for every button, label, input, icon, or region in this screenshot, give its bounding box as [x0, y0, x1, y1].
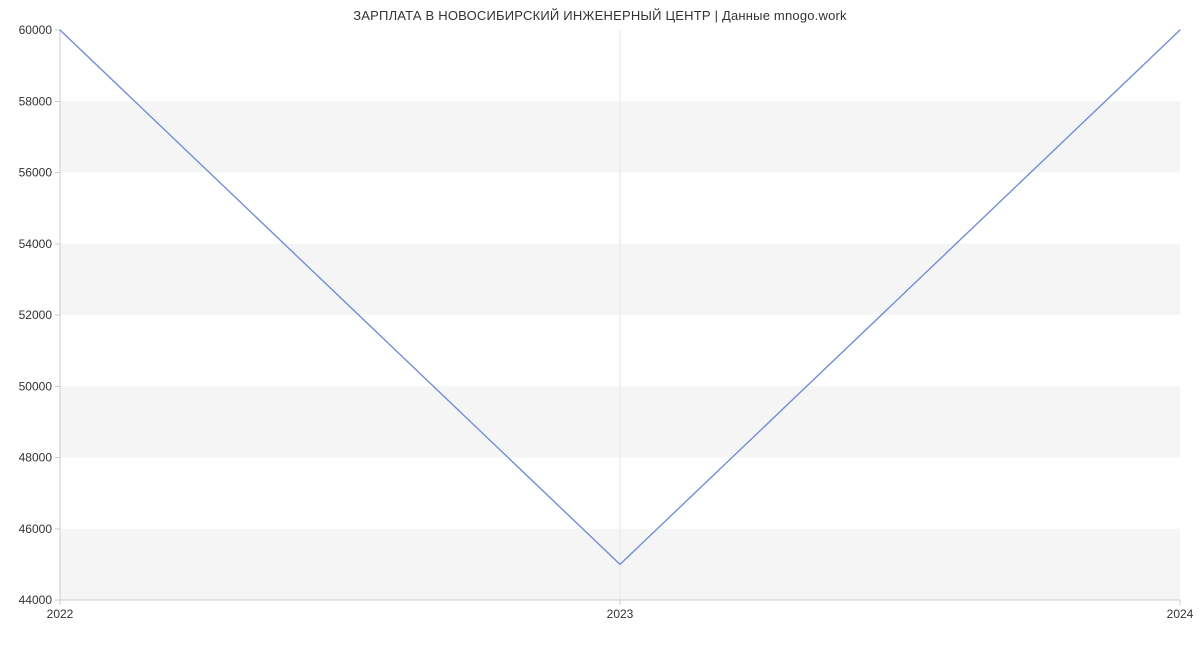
x-tick-label: 2023	[607, 607, 634, 621]
y-tick-label: 60000	[19, 23, 53, 37]
y-tick-label: 56000	[19, 166, 53, 180]
y-tick-label: 52000	[19, 308, 53, 322]
y-tick-label: 44000	[19, 593, 53, 607]
y-tick-label: 54000	[19, 237, 53, 251]
x-tick-label: 2022	[47, 607, 74, 621]
y-tick-label: 46000	[19, 522, 53, 536]
salary-line-chart: ЗАРПЛАТА В НОВОСИБИРСКИЙ ИНЖЕНЕРНЫЙ ЦЕНТ…	[0, 0, 1200, 650]
y-tick-label: 48000	[19, 451, 53, 465]
x-tick-label: 2024	[1167, 607, 1194, 621]
y-tick-label: 50000	[19, 379, 53, 393]
chart-svg: 44000 46000 48000 50000 52000 54000 56000 58000…	[0, 0, 1200, 650]
y-tick-label: 58000	[19, 94, 53, 108]
